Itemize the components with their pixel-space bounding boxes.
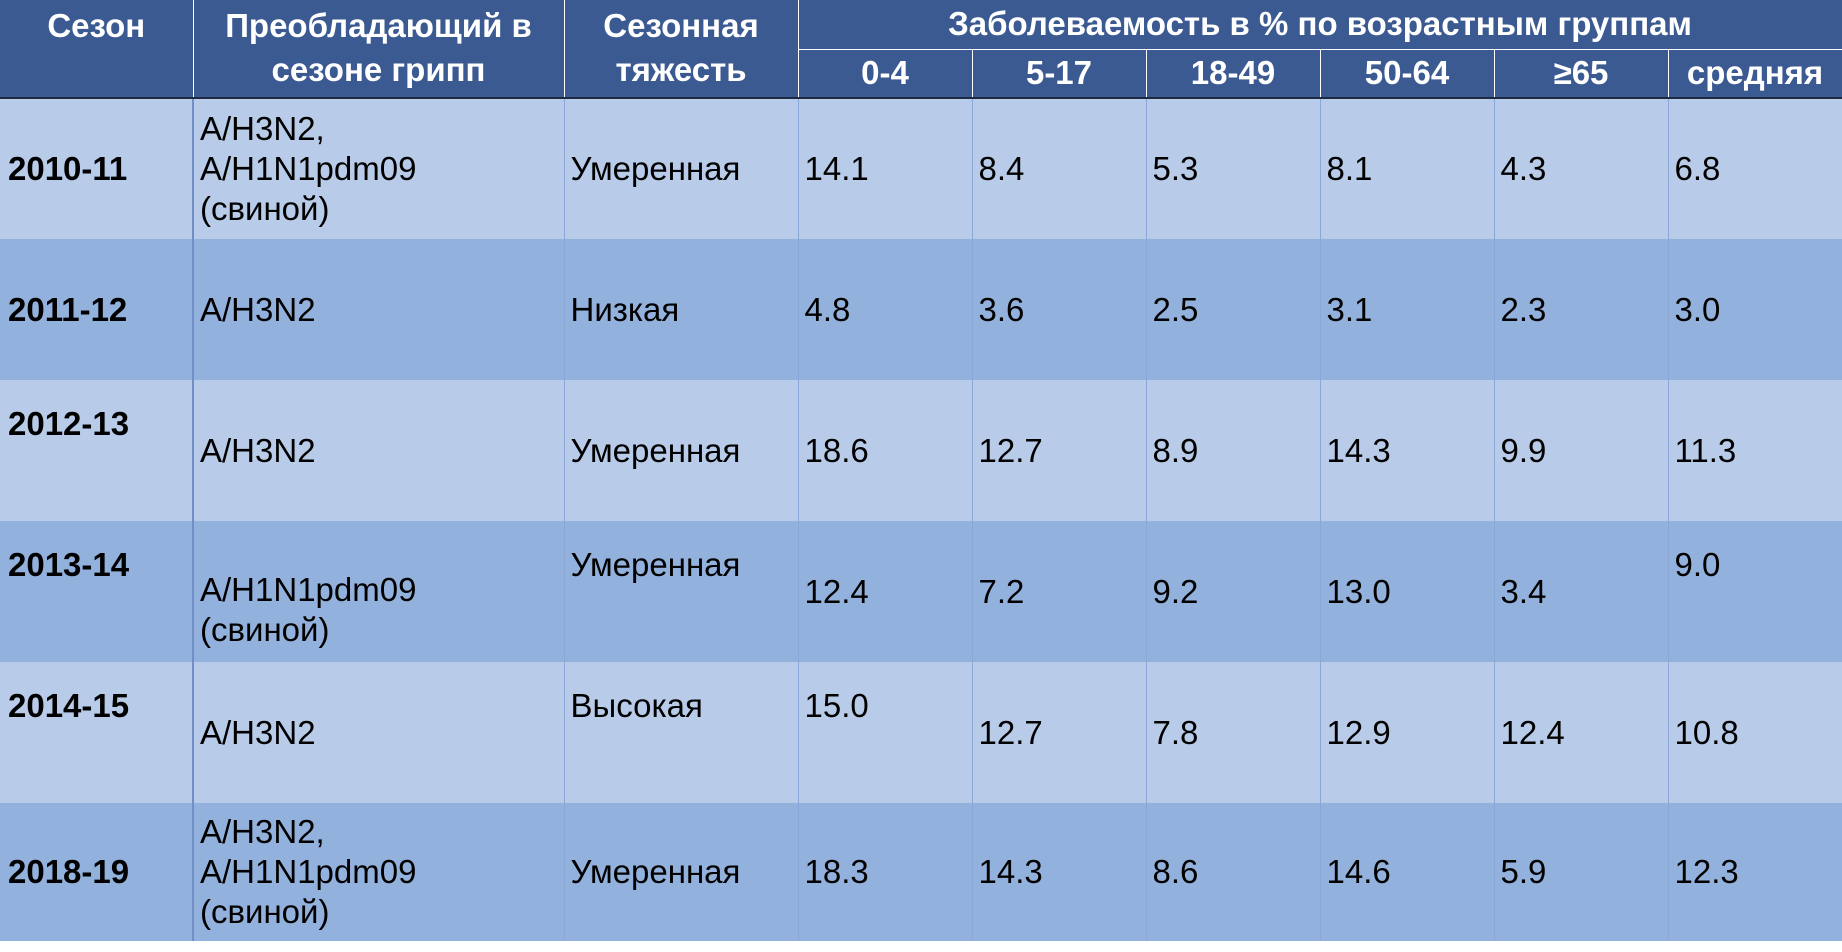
season-cell: 2013-14	[0, 521, 194, 662]
value-cell: 14.6	[1320, 803, 1495, 941]
header-season: Сезон	[0, 0, 194, 99]
severity-cell: Умеренная	[564, 98, 799, 239]
value-cell: 14.1	[798, 98, 973, 239]
header-age-group: ≥65	[1494, 49, 1669, 99]
severity-cell: Умеренная	[564, 380, 799, 521]
value-cell: 8.9	[1146, 380, 1321, 521]
table-row: 2010-11 A/H3N2, A/H1N1pdm09 (свиной) Уме…	[0, 98, 1842, 239]
season-cell: 2014-15	[0, 662, 194, 803]
value-cell: 3.6	[972, 239, 1147, 380]
table-row: 2011-12 A/H3N2 Низкая 4.8 3.6 2.5 3.1 2.…	[0, 239, 1842, 380]
value-cell: 2.5	[1146, 239, 1321, 380]
value-cell: 15.0	[798, 662, 973, 803]
value-cell: 18.3	[798, 803, 973, 941]
strain-line: (свиной)	[200, 190, 330, 227]
table-row: 2012-13 A/H3N2 Умеренная 18.6 12.7 8.9 1…	[0, 380, 1842, 521]
table-header: Сезон Преобладающий в сезоне грипп Сезон…	[0, 0, 1842, 99]
season-cell: 2018-19	[0, 803, 194, 941]
strain-line: A/H3N2,	[200, 110, 325, 147]
strain-line: A/H3N2	[200, 290, 316, 328]
header-age-group: средняя	[1668, 49, 1842, 99]
value-cell: 14.3	[1320, 380, 1495, 521]
value-cell: 3.4	[1494, 521, 1669, 662]
value-cell: 3.0	[1668, 239, 1842, 380]
strain-line: (свиной)	[200, 611, 330, 648]
value-cell: 4.8	[798, 239, 973, 380]
header-severity-line2: тяжесть	[615, 51, 747, 88]
header-age-group: 50-64	[1320, 49, 1495, 99]
strain-line: A/H1N1pdm09	[200, 853, 417, 890]
value-cell: 9.9	[1494, 380, 1669, 521]
table-body: 2010-11 A/H3N2, A/H1N1pdm09 (свиной) Уме…	[0, 98, 1842, 941]
value-cell: 12.4	[798, 521, 973, 662]
severity-cell: Умеренная	[564, 521, 799, 662]
table-row: 2014-15 A/H3N2 Высокая 15.0 12.7 7.8 12.…	[0, 662, 1842, 803]
value-cell: 18.6	[798, 380, 973, 521]
value-cell: 12.3	[1668, 803, 1842, 941]
value-cell: 11.3	[1668, 380, 1842, 521]
strain-line: A/H3N2	[200, 431, 316, 469]
strain-line: A/H3N2,	[200, 813, 325, 850]
table-row: 2018-19 A/H3N2, A/H1N1pdm09 (свиной) Уме…	[0, 803, 1842, 941]
season-cell: 2012-13	[0, 380, 194, 521]
header-severity: Сезонная тяжесть	[564, 0, 799, 99]
strain-cell: A/H3N2	[193, 239, 565, 380]
table-row: 2013-14 A/H1N1pdm09 (свиной) Умеренная 1…	[0, 521, 1842, 662]
value-cell: 10.8	[1668, 662, 1842, 803]
season-cell: 2011-12	[0, 239, 194, 380]
value-cell: 14.3	[972, 803, 1147, 941]
value-cell: 2.3	[1494, 239, 1669, 380]
strain-line: A/H1N1pdm09	[200, 150, 417, 187]
strain-cell: A/H1N1pdm09 (свиной)	[193, 521, 565, 662]
value-cell: 7.2	[972, 521, 1147, 662]
season-cell: 2010-11	[0, 98, 194, 239]
value-cell: 13.0	[1320, 521, 1495, 662]
header-age-group: 5-17	[972, 49, 1147, 99]
header-age-group: 0-4	[798, 49, 973, 99]
header-severity-line1: Сезонная	[603, 7, 759, 44]
value-cell: 5.9	[1494, 803, 1669, 941]
strain-line: A/H3N2	[200, 713, 316, 751]
header-age-group: 18-49	[1146, 49, 1321, 99]
value-cell: 8.4	[972, 98, 1147, 239]
value-cell: 8.1	[1320, 98, 1495, 239]
value-cell: 5.3	[1146, 98, 1321, 239]
header-strain-line1: Преобладающий в	[225, 7, 532, 44]
header-strain-line2: сезоне грипп	[271, 51, 486, 88]
value-cell: 12.7	[972, 380, 1147, 521]
value-cell: 12.7	[972, 662, 1147, 803]
severity-cell: Низкая	[564, 239, 799, 380]
header-incidence: Заболеваемость в % по возрастным группам	[798, 0, 1842, 50]
strain-line: (свиной)	[200, 893, 330, 930]
value-cell: 6.8	[1668, 98, 1842, 239]
strain-cell: A/H3N2, A/H1N1pdm09 (свиной)	[193, 98, 565, 239]
severity-cell: Умеренная	[564, 803, 799, 941]
value-cell: 12.4	[1494, 662, 1669, 803]
value-cell: 7.8	[1146, 662, 1321, 803]
value-cell: 4.3	[1494, 98, 1669, 239]
strain-line: A/H1N1pdm09	[200, 571, 417, 608]
strain-cell: A/H3N2	[193, 380, 565, 521]
value-cell: 9.0	[1668, 521, 1842, 662]
severity-cell: Высокая	[564, 662, 799, 803]
strain-cell: A/H3N2, A/H1N1pdm09 (свиной)	[193, 803, 565, 941]
value-cell: 8.6	[1146, 803, 1321, 941]
value-cell: 9.2	[1146, 521, 1321, 662]
header-strain: Преобладающий в сезоне грипп	[193, 0, 565, 99]
value-cell: 12.9	[1320, 662, 1495, 803]
strain-cell: A/H3N2	[193, 662, 565, 803]
value-cell: 3.1	[1320, 239, 1495, 380]
